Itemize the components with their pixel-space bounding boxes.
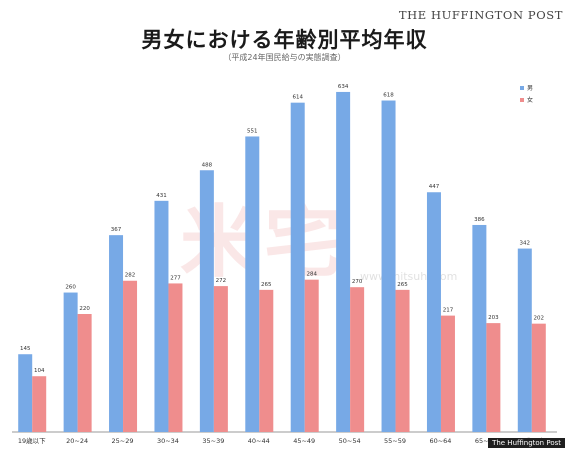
legend-label: 女: [527, 96, 533, 104]
bar-female: [213, 286, 228, 432]
x-tick-label: 65~69: [475, 437, 497, 445]
bar-female: [440, 315, 455, 432]
bar-male-value-label: 488: [202, 162, 213, 168]
bar-male: [63, 292, 78, 432]
x-tick-label: 40~44: [248, 437, 270, 445]
bar-female-value-label: 270: [352, 279, 363, 285]
bar-female-value-label: 282: [125, 273, 136, 279]
bar-female: [123, 280, 138, 432]
bar-male: [290, 102, 305, 432]
bar-female-value-label: 284: [306, 272, 317, 278]
bar-male: [245, 136, 260, 433]
legend-swatch: [520, 98, 524, 102]
x-tick-label: 30~34: [157, 437, 179, 445]
bar-female: [304, 279, 319, 432]
bar-male-value-label: 614: [292, 95, 303, 101]
bar-female: [531, 323, 546, 432]
bar-female-value-label: 272: [216, 278, 227, 284]
chart-subtitle: （平成24年国民給与の実態調査）: [223, 53, 346, 62]
bar-male-value-label: 367: [111, 227, 122, 233]
bar-male-value-label: 260: [65, 285, 76, 291]
bar-male: [336, 91, 351, 432]
x-tick-label: 50~54: [339, 437, 361, 445]
bar-male-value-label: 386: [474, 217, 485, 223]
bar-male-value-label: 431: [156, 193, 167, 199]
bar-male-value-label: 447: [429, 184, 440, 190]
x-tick-label: 25~29: [112, 437, 134, 445]
x-tick-label: 35~39: [202, 437, 224, 445]
credit-badge: The Huffington Post: [488, 438, 565, 448]
bar-female-value-label: 277: [170, 275, 181, 281]
bar-male-value-label: 551: [247, 128, 258, 134]
bar-male: [154, 200, 169, 432]
bar-female-value-label: 217: [443, 308, 454, 314]
bar-female: [259, 289, 274, 432]
bar-female-value-label: 203: [488, 315, 499, 321]
bar-male: [199, 170, 214, 432]
bar-female-value-label: 202: [534, 316, 545, 322]
legend-label: 男: [527, 85, 533, 92]
bar-male: [381, 100, 396, 432]
bar-female: [168, 283, 183, 432]
bar-female: [350, 287, 365, 432]
brand-logo: THE HUFFINGTON POST: [398, 8, 563, 22]
bar-female: [32, 376, 47, 432]
bar-female-value-label: 104: [34, 368, 45, 374]
legend-swatch: [520, 86, 524, 90]
x-tick-label: 20~24: [66, 437, 88, 445]
bar-male-value-label: 342: [520, 241, 531, 247]
bar-male-value-label: 634: [338, 84, 349, 90]
bar-male-value-label: 145: [20, 346, 31, 352]
bar-male: [426, 192, 441, 432]
bar-female: [486, 323, 501, 432]
bar-female-value-label: 265: [261, 282, 272, 288]
bar-male: [472, 224, 487, 432]
bar-female: [395, 289, 410, 432]
bar-male: [517, 248, 532, 432]
x-tick-label: 19歳以下: [18, 436, 46, 445]
bar-male-value-label: 618: [383, 93, 394, 99]
x-tick-label: 60~64: [429, 437, 451, 445]
x-tick-label: 45~49: [293, 437, 315, 445]
bar-male: [109, 235, 124, 432]
bar-male: [18, 354, 33, 432]
bar-female-value-label: 220: [79, 306, 90, 312]
x-tick-label: 55~59: [384, 437, 406, 445]
bar-female-value-label: 265: [397, 282, 408, 288]
bar-female: [77, 314, 92, 432]
chart-title: 男女における年齢別平均年収: [141, 28, 428, 52]
